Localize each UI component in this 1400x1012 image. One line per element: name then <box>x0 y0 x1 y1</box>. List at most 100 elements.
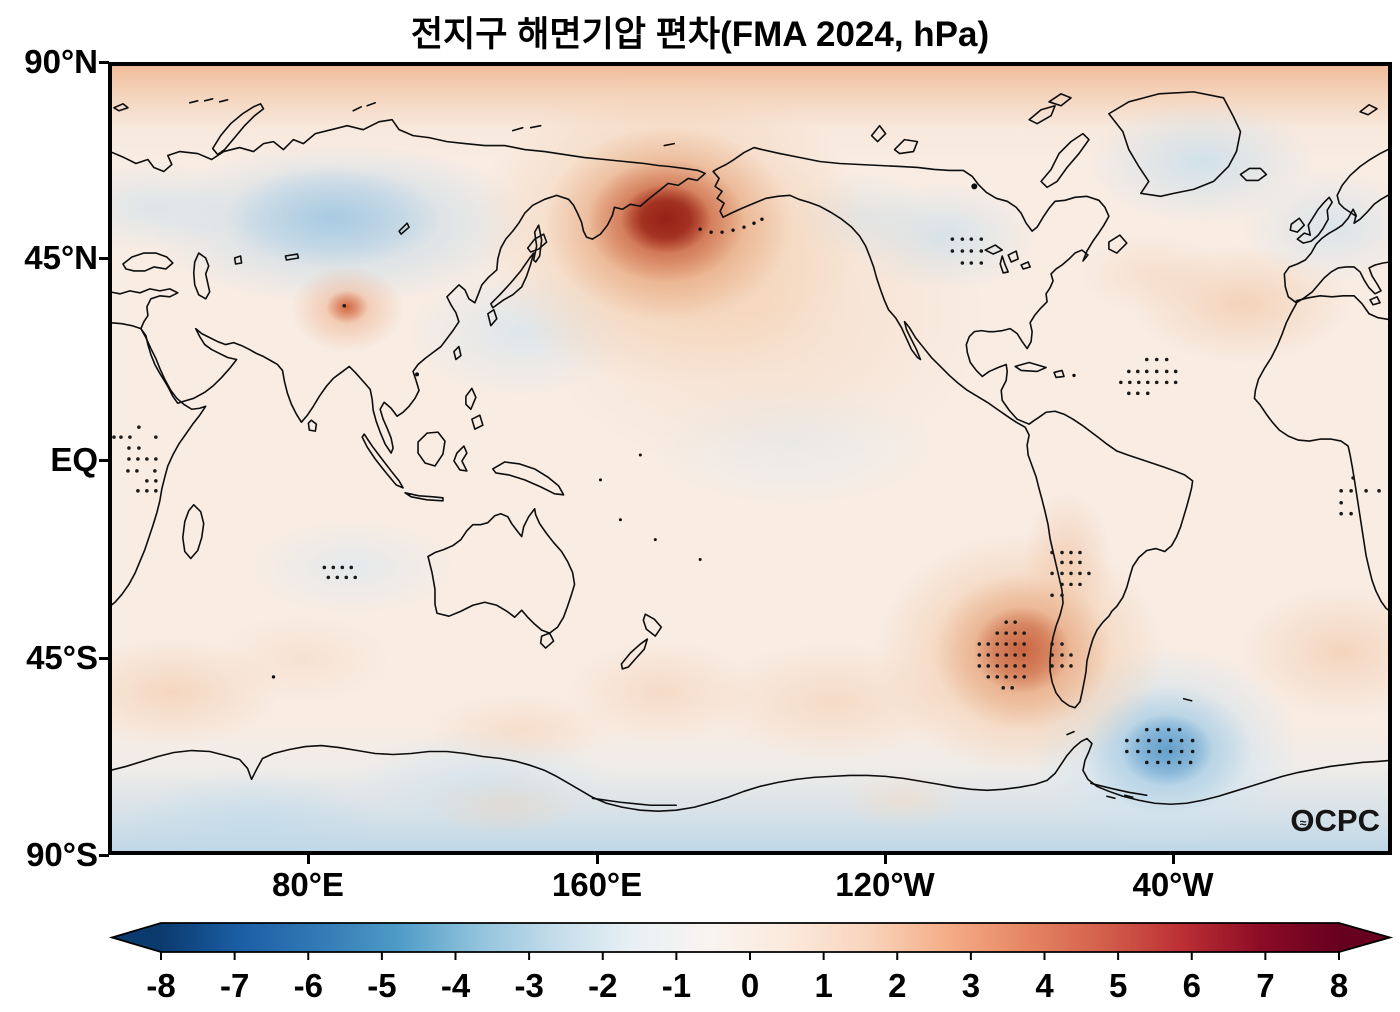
coastline-eurasia <box>110 118 706 454</box>
colorbar-label--5: -5 <box>367 967 396 1004</box>
coastline-sri-lanka <box>307 419 318 432</box>
coastline-baffin-island <box>1040 132 1090 189</box>
coastline-tasmania <box>539 632 555 649</box>
coastline-honshu <box>490 252 535 309</box>
colorbar-bar <box>108 922 1394 953</box>
coastline-ellesmere <box>1028 104 1056 125</box>
colorbar-label-1: 1 <box>814 967 832 1004</box>
coastline-taiwan <box>453 345 462 361</box>
ocpc-logo: O ≈ CPC <box>1290 803 1380 839</box>
y-axis-label-45S: 45°S <box>26 639 98 676</box>
colorbar-label--6: -6 <box>294 967 323 1004</box>
coastline-mindanao <box>471 414 484 430</box>
colorbar-label-0: 0 <box>741 967 759 1004</box>
coastline-great-britain <box>1296 196 1333 244</box>
colorbar-label--4: -4 <box>441 967 471 1004</box>
colorbar-labels: -8 -7 -6 -5 -4 -3 -2 -1 0 1 2 3 4 5 6 7 8 <box>146 967 1348 1004</box>
coastline-lake-huron <box>1007 250 1019 263</box>
coastline-hokkaido <box>526 233 548 253</box>
coastline-nz-south <box>620 638 649 670</box>
coastline-franz-josef <box>188 98 676 147</box>
x-axis-tick <box>883 855 887 864</box>
coastline-africa-north <box>1295 295 1390 321</box>
coastline-africa-east <box>110 321 207 608</box>
ocpc-logo-text: CPC <box>1314 803 1380 838</box>
colorbar-ticks <box>160 952 1340 960</box>
coastline-lake-superior <box>984 244 1004 255</box>
coastline-antarctica <box>110 737 1390 813</box>
coastline-lake-erie <box>1020 261 1031 270</box>
coastline-new-guinea <box>492 461 565 496</box>
coastline-caspian-sea <box>192 252 211 300</box>
coastline-sulawesi <box>453 445 468 472</box>
y-axis-tick <box>99 256 109 260</box>
coastline-nz-north <box>642 613 663 637</box>
x-axis-label-40W: 40°W <box>1132 866 1214 903</box>
coastline-victoria-island <box>893 138 919 155</box>
coastline-weddell-shelf <box>1090 782 1148 797</box>
stipple-dots <box>112 237 1381 765</box>
y-axis-tick <box>99 458 109 462</box>
coastline-svalbard <box>1359 103 1378 116</box>
y-axis-label-90S: 90°S <box>26 836 98 873</box>
x-axis-tick <box>1171 855 1175 864</box>
colorbar-label--7: -7 <box>220 967 249 1004</box>
colorbar-label--8: -8 <box>146 967 175 1004</box>
coastline-java <box>404 492 444 502</box>
coastline-norway <box>1336 147 1390 218</box>
colorbar: -8 -7 -6 -5 -4 -3 -2 -1 0 1 2 3 4 5 6 7 8 <box>108 922 1394 1004</box>
coastline-sakhalin <box>532 224 543 263</box>
colorbar-label--3: -3 <box>514 967 543 1004</box>
x-axis-label-120W: 120°W <box>835 866 935 903</box>
coastline-novaya-zemlya <box>211 103 265 156</box>
colorbar-label-2: 2 <box>888 967 906 1004</box>
ocpc-logo-o: O ≈ <box>1290 803 1315 838</box>
colorbar-label-5: 5 <box>1109 967 1127 1004</box>
colorbar-label-6: 6 <box>1183 967 1201 1004</box>
coastline-sicily <box>1369 296 1381 306</box>
coastline-sumatra <box>361 433 404 489</box>
coastline-luzon <box>465 387 477 411</box>
coastline-ross-shelf <box>591 797 678 807</box>
colorbar-label--2: -2 <box>588 967 617 1004</box>
coastline-svalbard-east <box>113 103 129 112</box>
wave-icon: ≈ <box>1299 816 1307 831</box>
y-axis-label-90N: 90°N <box>24 43 98 80</box>
y-axis-tick <box>99 60 109 64</box>
map-frame <box>110 64 1390 853</box>
coastline-greenland <box>1108 91 1242 198</box>
x-axis-tick <box>306 855 310 864</box>
coastline-borneo <box>417 431 446 467</box>
colorbar-label-4: 4 <box>1035 967 1054 1004</box>
chart-title: 전지구 해면기압 편차(FMA 2024, hPa) <box>410 15 990 54</box>
y-axis-label-EQ: EQ <box>50 441 98 478</box>
y-axis-tick <box>99 656 109 660</box>
coastline-newfoundland <box>1108 234 1128 254</box>
coastline-lake-michigan <box>999 255 1009 274</box>
coastline-hispaniola <box>1053 369 1065 379</box>
x-axis-label-160E: 160°E <box>551 866 643 903</box>
coastline-americas <box>712 146 1194 709</box>
y-axis-label-45N: 45°N <box>24 239 98 276</box>
colorbar-label-8: 8 <box>1330 967 1348 1004</box>
coastlines <box>110 91 1390 813</box>
coastline-europe-atlantic <box>1283 194 1389 304</box>
x-axis-label-80E: 80°E <box>272 866 344 903</box>
coastline-kyushu <box>487 308 498 327</box>
island-dots <box>271 183 1076 679</box>
coastline-australia <box>427 507 576 634</box>
colorbar-label--1: -1 <box>662 967 691 1004</box>
coastline-black-sea <box>122 252 174 272</box>
coastline-cuba <box>1014 361 1047 373</box>
y-axis-tick <box>99 853 109 857</box>
coastline-iceland <box>1239 167 1268 182</box>
coastline-devon-island <box>1048 93 1072 107</box>
x-axis-tick <box>595 855 599 864</box>
colorbar-label-7: 7 <box>1256 967 1274 1004</box>
coastline-aral <box>233 255 243 265</box>
coastline-africa-west <box>1253 302 1390 613</box>
coastline-mediterranean-north <box>1295 261 1390 304</box>
map-overlay-svg <box>110 64 1390 853</box>
coastline-banks-island <box>870 124 887 143</box>
